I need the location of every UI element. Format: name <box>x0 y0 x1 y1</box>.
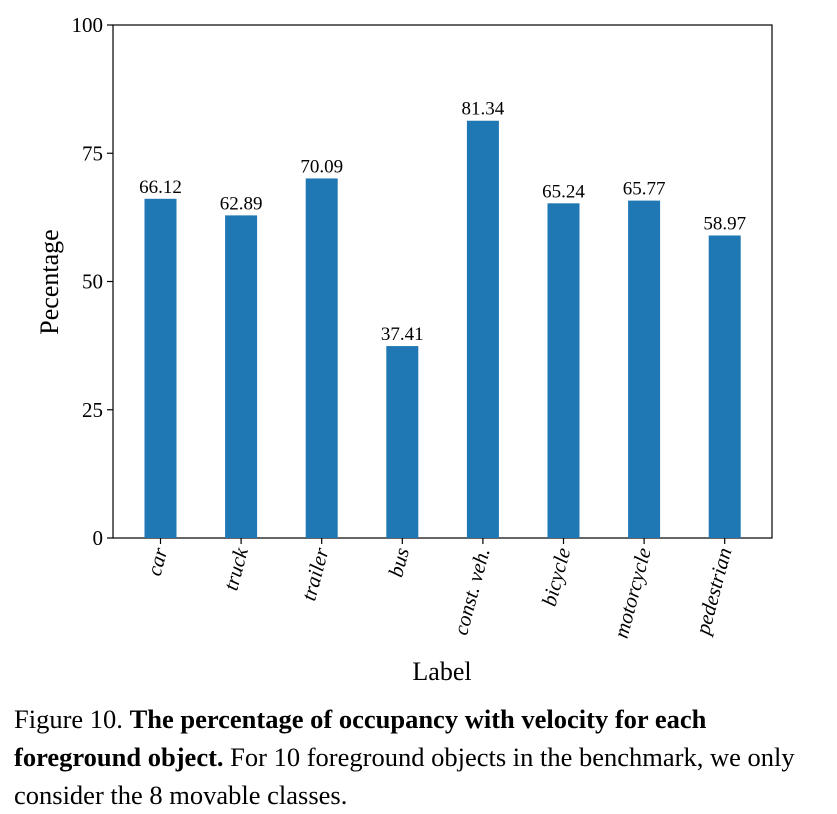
bar-value-label: 66.12 <box>139 177 182 198</box>
x-tick-label: pedestrian <box>690 545 737 639</box>
x-tick-label: truck <box>219 544 254 593</box>
bar <box>144 198 177 539</box>
bar <box>225 215 258 538</box>
x-tick-label: bus <box>383 545 414 579</box>
x-tick-label: const. veh. <box>448 545 494 637</box>
x-tick-label: motorcycle <box>609 545 656 641</box>
bar <box>386 346 419 538</box>
caption-body: For 10 foreground objects in the benchma… <box>14 742 795 810</box>
bar-value-label: 58.97 <box>703 213 746 234</box>
y-tick-label: 100 <box>72 13 104 37</box>
bar-value-label: 81.34 <box>462 99 505 120</box>
bar-value-label: 65.24 <box>542 181 585 202</box>
bar-value-label: 65.77 <box>623 179 666 200</box>
y-axis-label: Pecentage <box>35 229 64 334</box>
y-tick-label: 50 <box>82 270 103 294</box>
y-tick-label: 0 <box>93 526 104 550</box>
bar-value-label: 62.89 <box>220 193 263 214</box>
x-tick-label: bicycle <box>537 545 576 609</box>
bar <box>708 235 741 539</box>
plot-frame <box>112 24 773 539</box>
y-tick-label: 75 <box>82 141 103 165</box>
x-axis-label: Label <box>412 657 471 686</box>
figure-caption: Figure 10. The percentage of occupancy w… <box>14 700 814 814</box>
x-tick-label: trailer <box>296 544 333 603</box>
bar <box>628 200 661 538</box>
y-tick-label: 25 <box>82 398 103 422</box>
caption-prefix: Figure 10. <box>14 704 123 734</box>
bar <box>305 178 338 538</box>
y-axis: 0 25 50 75 100 <box>72 13 113 550</box>
x-axis: car truck trailer bus const. veh. bicycle moto… <box>142 538 737 641</box>
bars-group: 66.12 62.89 70.09 37.41 81.34 65.24 65.77 58.97 <box>139 99 746 539</box>
bar <box>466 120 499 538</box>
bar-value-label: 70.09 <box>300 156 343 177</box>
x-tick-label: car <box>142 544 173 578</box>
bar-value-label: 37.41 <box>381 324 424 345</box>
caption-title: The percentage of occupancy with velocit… <box>14 704 707 772</box>
bar-chart: 0 25 50 75 100 66.12 62.89 70.09 37.41 81.34 65.2… <box>35 13 773 686</box>
bar <box>547 203 580 539</box>
